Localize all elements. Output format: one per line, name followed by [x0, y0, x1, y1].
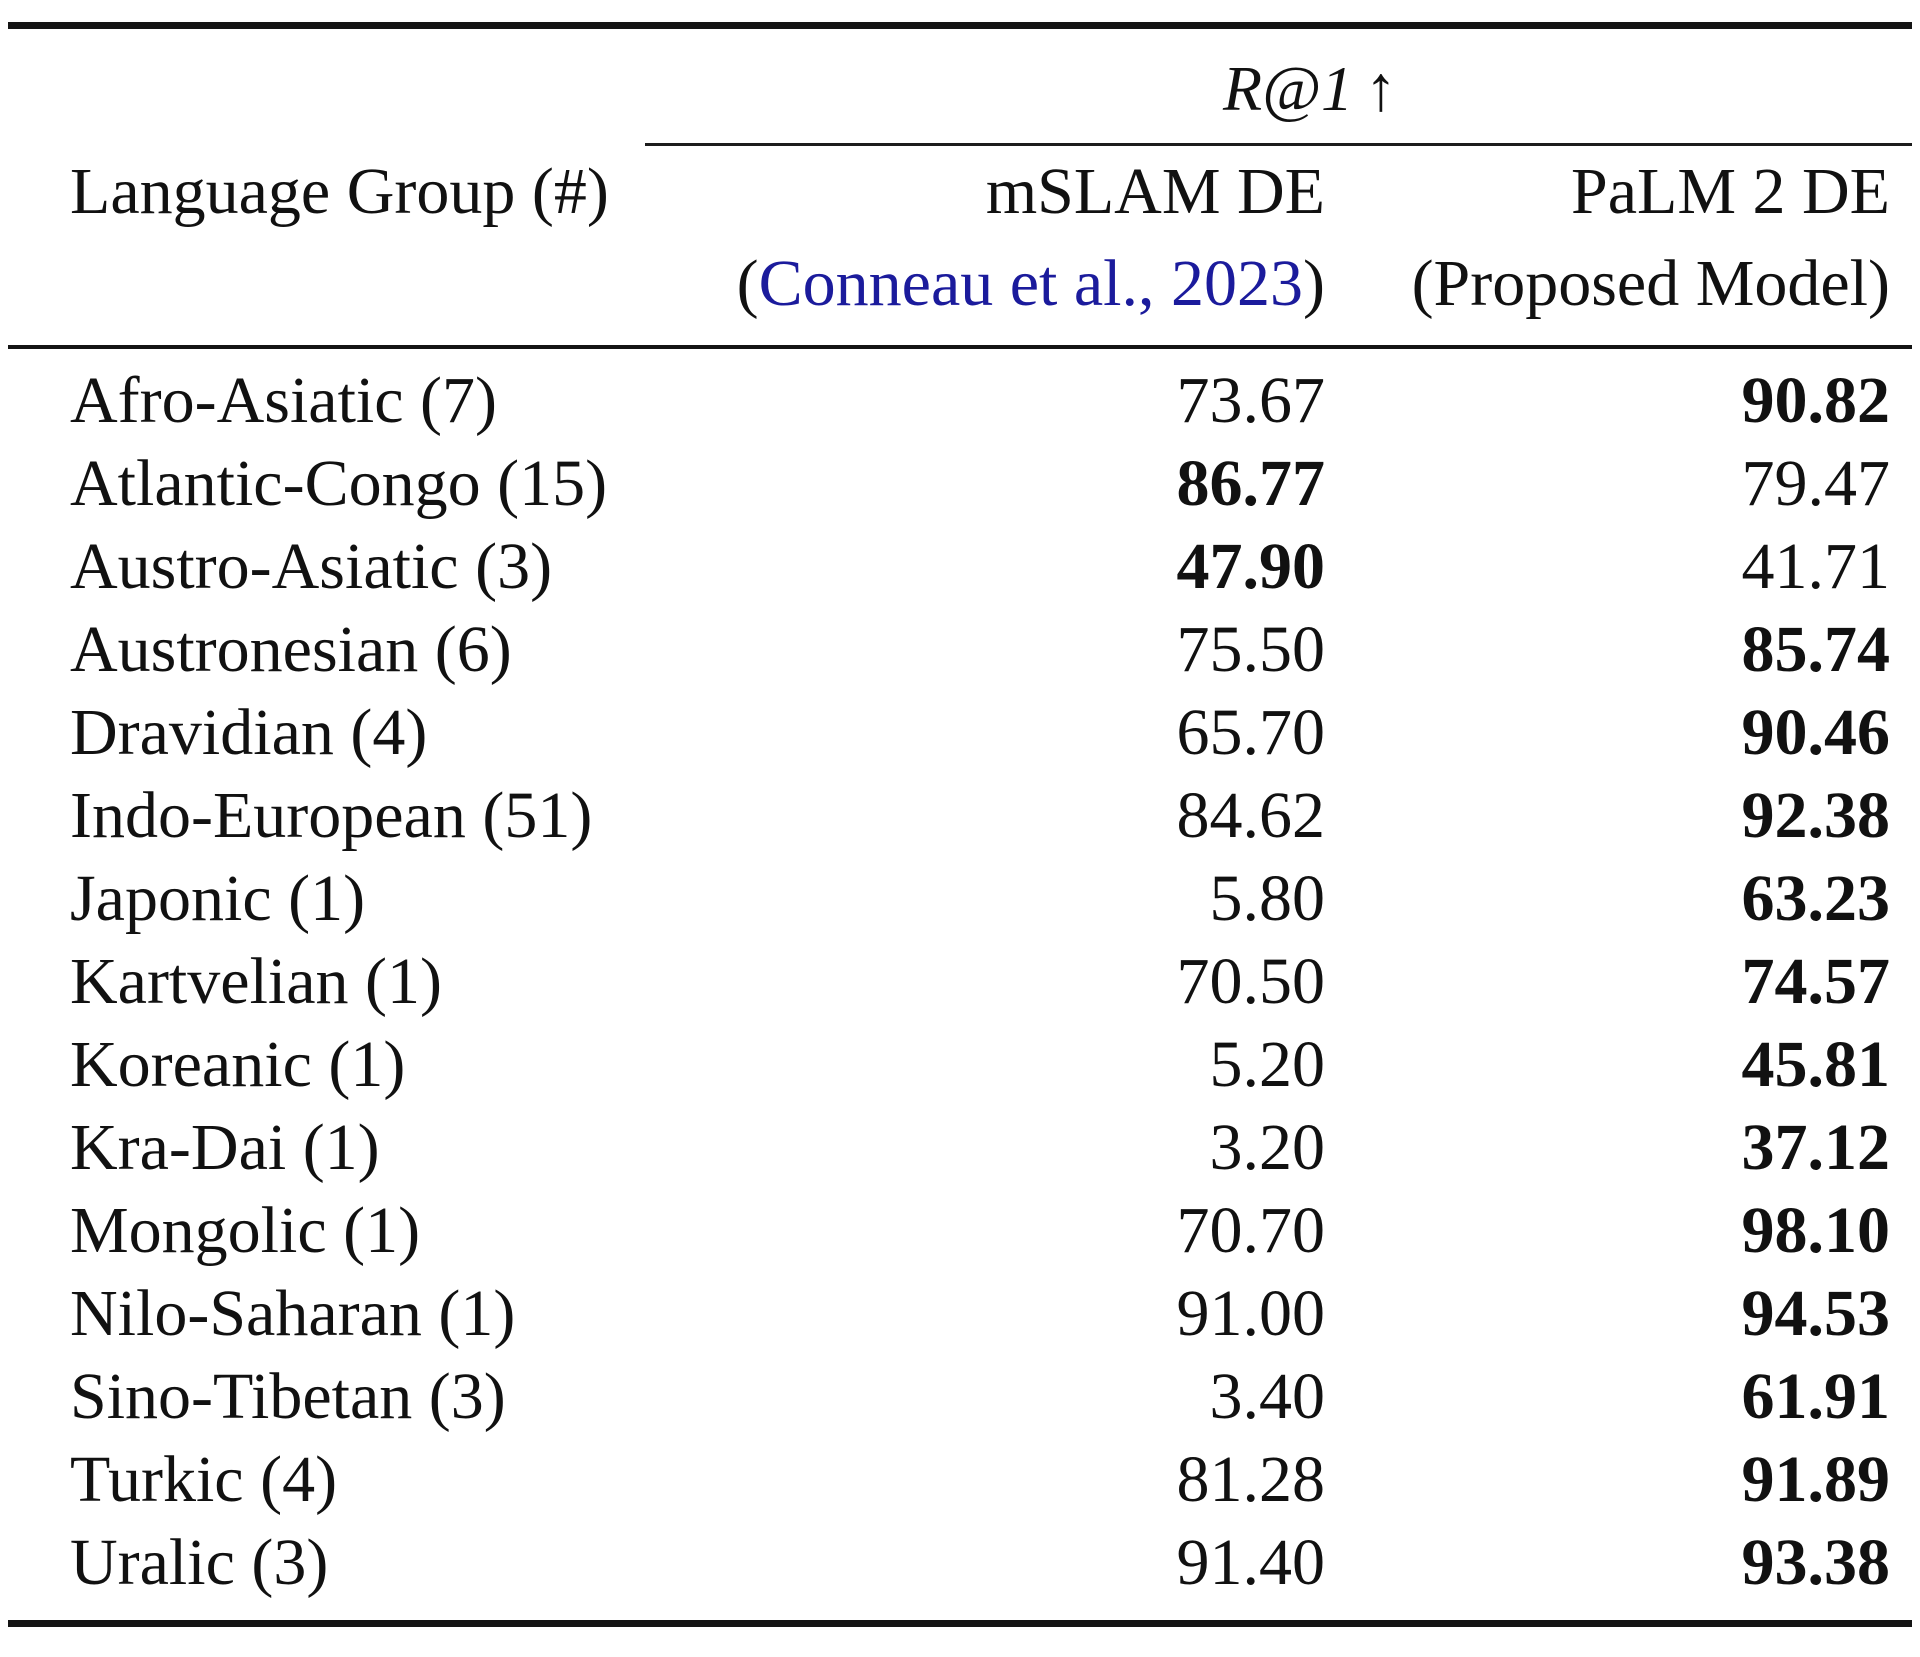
table-row: Sino-Tibetan (3) 3.40 61.91: [0, 1355, 1920, 1438]
mslam-value-cell: 86.77: [1176, 446, 1326, 520]
up-arrow-icon: ↑: [1364, 53, 1397, 124]
metric-header: R@1 ↑: [700, 57, 1920, 121]
language-group-cell: Dravidian (4): [70, 695, 428, 769]
mslam-value-cell: 70.50: [1176, 944, 1326, 1018]
mslam-value-cell: 5.80: [1209, 861, 1326, 935]
language-group-cell: Kra-Dai (1): [70, 1110, 380, 1184]
table-row: Indo-European (51) 84.62 92.38: [0, 774, 1920, 857]
table-row: Kartvelian (1) 70.50 74.57: [0, 940, 1920, 1023]
palm-value-cell: 90.82: [1741, 363, 1891, 437]
language-group-cell: Turkic (4): [70, 1442, 338, 1516]
column-header-mslam: mSLAM DE: [985, 155, 1325, 228]
palm-value-cell: 94.53: [1741, 1276, 1891, 1350]
language-group-cell: Nilo-Saharan (1): [70, 1276, 516, 1350]
mslam-value-cell: 3.20: [1209, 1110, 1326, 1184]
mslam-value-cell: 91.00: [1176, 1276, 1326, 1350]
language-group-cell: Sino-Tibetan (3): [70, 1359, 506, 1433]
mslam-value-cell: 91.40: [1176, 1525, 1326, 1599]
table-row: Kra-Dai (1) 3.20 37.12: [0, 1106, 1920, 1189]
mslam-value-cell: 5.20: [1209, 1027, 1326, 1101]
mslam-value-cell: 70.70: [1176, 1193, 1326, 1267]
mslam-value-cell: 65.70: [1176, 695, 1326, 769]
palm-value-cell: 92.38: [1741, 778, 1891, 852]
language-group-cell: Afro-Asiatic (7): [70, 363, 498, 437]
table-row: Japonic (1) 5.80 63.23: [0, 857, 1920, 940]
bottom-rule: [8, 1620, 1912, 1627]
language-group-cell: Indo-European (51): [70, 778, 593, 852]
table-row: Atlantic-Congo (15) 86.77 79.47: [0, 442, 1920, 525]
mslam-value-cell: 73.67: [1176, 363, 1326, 437]
palm-value-cell: 45.81: [1741, 1027, 1891, 1101]
language-group-cell: Austronesian (6): [70, 612, 512, 686]
header-rule: [8, 345, 1912, 349]
language-group-cell: Mongolic (1): [70, 1193, 421, 1267]
mslam-value-cell: 84.62: [1176, 778, 1326, 852]
palm-value-cell: 79.47: [1741, 446, 1891, 520]
language-group-cell: Atlantic-Congo (15): [70, 446, 608, 520]
palm-value-cell: 41.71: [1741, 529, 1891, 603]
table-row: Koreanic (1) 5.20 45.81: [0, 1023, 1920, 1106]
language-group-cell: Japonic (1): [70, 861, 366, 935]
language-group-cell: Koreanic (1): [70, 1027, 406, 1101]
citation-paren-close: ): [1303, 247, 1325, 320]
mslam-value-cell: 3.40: [1209, 1359, 1326, 1433]
palm-value-cell: 37.12: [1741, 1110, 1891, 1184]
palm-value-cell: 98.10: [1741, 1193, 1891, 1267]
palm-value-cell: 93.38: [1741, 1525, 1891, 1599]
column-subheader-mslam-citation: (Conneau et al., 2023): [700, 247, 1325, 321]
palm-value-cell: 91.89: [1741, 1442, 1891, 1516]
proposed-model-label: (Proposed Model): [1411, 247, 1890, 320]
mslam-value-cell: 81.28: [1176, 1442, 1326, 1516]
mslam-value-cell: 75.50: [1176, 612, 1326, 686]
mslam-value-cell: 47.90: [1176, 529, 1326, 603]
table-row: Austro-Asiatic (3) 47.90 41.71: [0, 525, 1920, 608]
table-row: Dravidian (4) 65.70 90.46: [0, 691, 1920, 774]
column-header-row: Language Group (#) mSLAM DE PaLM 2 DE: [0, 146, 1920, 238]
table-row: Mongolic (1) 70.70 98.10: [0, 1189, 1920, 1272]
column-subheader-row: (Conneau et al., 2023) (Proposed Model): [0, 238, 1920, 330]
column-header-language-group: Language Group (#): [70, 155, 609, 228]
table-row: Afro-Asiatic (7) 73.67 90.82: [0, 359, 1920, 442]
citation-link[interactable]: Conneau et al., 2023: [758, 247, 1304, 320]
palm-value-cell: 85.74: [1741, 612, 1891, 686]
metric-spanner-rule: [645, 143, 1912, 146]
top-rule: [8, 22, 1912, 29]
table-row: Austronesian (6) 75.50 85.74: [0, 608, 1920, 691]
palm-value-cell: 74.57: [1741, 944, 1891, 1018]
table-row: Nilo-Saharan (1) 91.00 94.53: [0, 1272, 1920, 1355]
column-header-palm: PaLM 2 DE: [1571, 155, 1890, 228]
palm-value-cell: 63.23: [1741, 861, 1891, 935]
metric-spanner-row: R@1 ↑: [0, 29, 1920, 143]
language-group-cell: Kartvelian (1): [70, 944, 442, 1018]
table-row: Turkic (4) 81.28 91.89: [0, 1438, 1920, 1521]
language-group-cell: Austro-Asiatic (3): [70, 529, 553, 603]
palm-value-cell: 61.91: [1741, 1359, 1891, 1433]
palm-value-cell: 90.46: [1741, 695, 1891, 769]
citation-paren-open: (: [736, 247, 759, 320]
table-body: Afro-Asiatic (7) 73.67 90.82 Atlantic-Congo…: [0, 349, 1920, 1604]
metric-label: R@1: [1223, 53, 1353, 124]
language-group-cell: Uralic (3): [70, 1525, 329, 1599]
table-row: Uralic (3) 91.40 93.38: [0, 1521, 1920, 1604]
